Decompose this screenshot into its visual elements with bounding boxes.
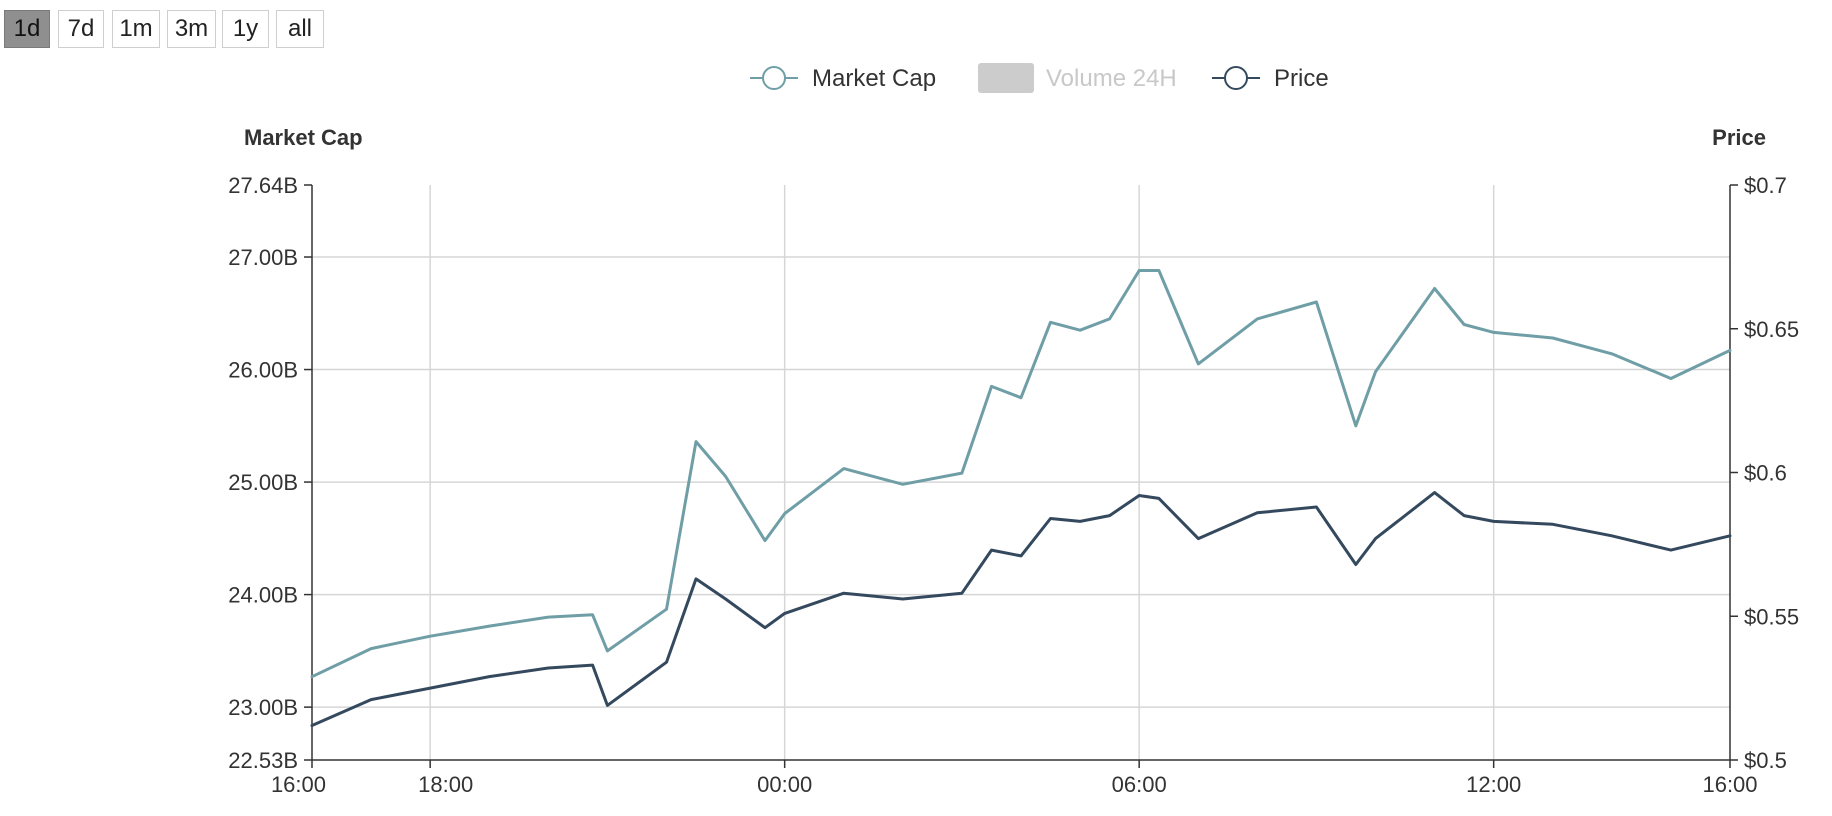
y-left-tick-label: 23.00B [228,695,298,720]
y-right-tick-label: $0.55 [1744,604,1799,629]
legend-swatch-volume-24h [978,63,1034,93]
y-left-tick-label: 25.00B [228,470,298,495]
range-button-1y[interactable]: 1y [222,10,269,48]
range-button-7d[interactable]: 7d [58,10,104,48]
x-tick-label: 00:00 [757,772,812,797]
y-right-tick-label: $0.65 [1744,317,1799,342]
y-left-tick-label: 27.00B [228,245,298,270]
x-tick-label: 06:00 [1112,772,1167,797]
x-tick-label: 18:00 [418,772,473,797]
y-left-tick-label: 24.00B [228,583,298,608]
y-left-tick-label: 26.00B [228,358,298,383]
y-right-tick-label: $0.7 [1744,173,1787,198]
y-right-axis-title: Price [1712,125,1766,150]
range-button-all[interactable]: all [276,10,324,48]
series-line-price [310,491,1732,727]
y-right-tick-label: $0.6 [1744,461,1787,486]
y-right-tick-label: $0.5 [1744,748,1787,773]
legend-marker-price [1224,66,1248,90]
range-button-1m[interactable]: 1m [112,10,160,48]
legend-label-market-cap: Market Cap [812,65,936,92]
legend-marker-market-cap [762,66,786,90]
series-line-market-cap [310,269,1732,679]
y-left-tick-label: 27.64B [228,173,298,198]
x-tick-label: 16:00 [271,772,326,797]
y-left-axis-title: Market Cap [244,125,363,150]
range-button-1d[interactable]: 1d [4,10,50,48]
y-left-tick-label: 22.53B [228,748,298,773]
range-button-3m[interactable]: 3m [167,10,216,48]
x-tick-label: 12:00 [1466,772,1521,797]
legend-label-price: Price [1274,65,1329,92]
legend-label-volume-24h: Volume 24H [1046,65,1177,92]
x-tick-label: 16:00 [1702,772,1757,797]
